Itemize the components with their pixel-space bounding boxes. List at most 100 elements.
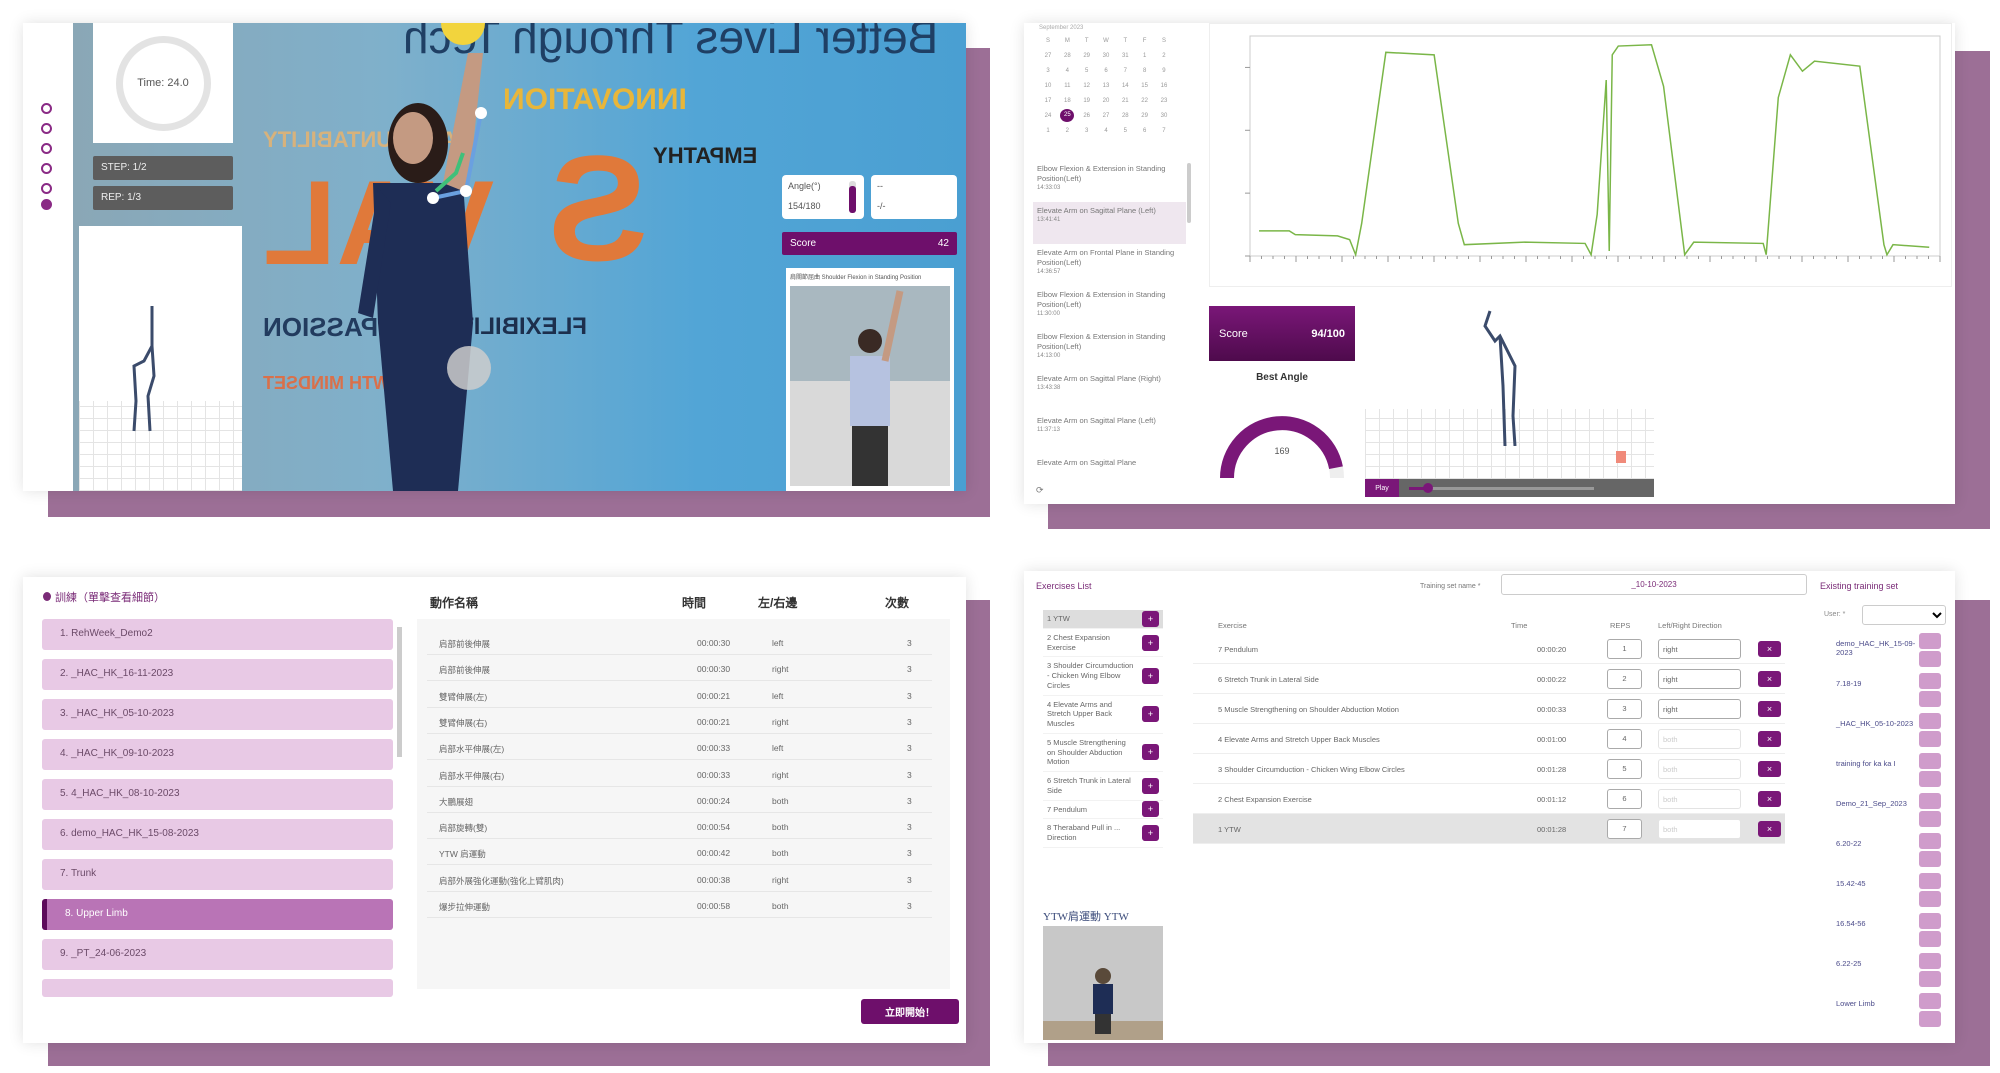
exercise-library-item[interactable]: 3 Shoulder Circumduction - Chicken Wing …: [1043, 657, 1163, 696]
table-row[interactable]: 雙臂伸展(左) 00:00:21 left 3: [427, 682, 932, 708]
session-item[interactable]: Elbow Flexion & Extension in Standing Po…: [1033, 160, 1186, 202]
training-set-item[interactable]: 8. Upper Limb: [42, 899, 393, 930]
edit-set-button[interactable]: [1919, 833, 1941, 849]
calendar-day[interactable]: 7: [1123, 67, 1127, 74]
delete-button[interactable]: ×: [1758, 701, 1781, 717]
exercise-library-item[interactable]: 1 YTW +: [1043, 610, 1163, 629]
calendar-day[interactable]: 28: [1063, 52, 1071, 59]
calendar-day[interactable]: 20: [1102, 97, 1110, 104]
training-set-item[interactable]: 3. _HAC_HK_05-10-2023: [42, 699, 393, 730]
session-item[interactable]: Elevate Arm on Sagittal Plane: [1033, 454, 1186, 472]
add-exercise-button[interactable]: +: [1142, 667, 1159, 684]
table-row[interactable]: 6 Stretch Trunk in Lateral Side 00:00:22 2…: [1193, 664, 1785, 694]
delete-button[interactable]: ×: [1758, 791, 1781, 807]
edit-set-button[interactable]: [1919, 793, 1941, 809]
set-name-input[interactable]: [1501, 574, 1807, 595]
calendar-day[interactable]: 22: [1141, 97, 1148, 104]
set-list-scrollbar[interactable]: [397, 627, 402, 757]
table-row[interactable]: 2 Chest Expansion Exercise 00:01:12 6 both ×: [1193, 784, 1785, 814]
session-item[interactable]: Elbow Flexion & Extension in Standing Po…: [1033, 286, 1186, 328]
table-row[interactable]: 1 YTW 00:01:28 7 both ×: [1193, 814, 1785, 844]
edit-set-button[interactable]: [1919, 633, 1941, 649]
exercise-library-item[interactable]: 8 Theraband Pull in ... Direction +: [1043, 819, 1163, 848]
delete-set-button[interactable]: [1919, 771, 1941, 787]
edit-set-button[interactable]: [1919, 673, 1941, 689]
add-exercise-button[interactable]: +: [1142, 634, 1159, 651]
record-icon[interactable]: [41, 199, 52, 210]
calendar-day[interactable]: 19: [1083, 97, 1090, 104]
edit-set-button[interactable]: [1919, 713, 1941, 729]
user-select[interactable]: [1862, 605, 1946, 625]
calendar-day[interactable]: 30: [1160, 112, 1168, 119]
calendar-day[interactable]: 9: [1162, 67, 1166, 74]
table-row[interactable]: 雙臂伸展(右) 00:00:21 right 3: [427, 708, 932, 734]
reps-input[interactable]: 2: [1607, 669, 1642, 689]
calendar-day[interactable]: 5: [1123, 127, 1127, 134]
delete-set-button[interactable]: [1919, 891, 1941, 907]
calendar-day[interactable]: 4: [1065, 67, 1069, 74]
exercise-library-item[interactable]: 7 Pendulum +: [1043, 801, 1163, 820]
reps-input[interactable]: 7: [1607, 819, 1642, 839]
delete-button[interactable]: ×: [1758, 731, 1781, 747]
calendar-day[interactable]: 4: [1104, 127, 1108, 134]
calendar-day-selected[interactable]: 25: [1060, 109, 1075, 122]
table-row[interactable]: YTW 肩運動 00:00:42 both 3: [427, 839, 932, 866]
reps-input[interactable]: 1: [1607, 639, 1642, 659]
existing-set-item[interactable]: 15.42-45: [1824, 873, 1949, 913]
existing-set-item[interactable]: 16.54-56: [1824, 913, 1949, 953]
location-icon[interactable]: [41, 143, 52, 154]
calendar-day[interactable]: 17: [1044, 97, 1052, 104]
existing-set-item[interactable]: 6.20-22: [1824, 833, 1949, 873]
table-row[interactable]: 4 Elevate Arms and Stretch Upper Back Mu…: [1193, 724, 1785, 754]
existing-set-item[interactable]: 6.22-25: [1824, 953, 1949, 993]
existing-set-item[interactable]: 7.18-19: [1824, 673, 1949, 713]
calendar-day[interactable]: 24: [1044, 112, 1052, 119]
table-row[interactable]: 爆步拉伸運動 00:00:58 both 3: [427, 892, 932, 918]
settings-icon[interactable]: [41, 163, 52, 174]
delete-set-button[interactable]: [1919, 731, 1941, 747]
table-row[interactable]: 肩部前後伸展 00:00:30 right 3: [427, 655, 932, 682]
table-row[interactable]: 5 Muscle Strengthening on Shoulder Abduc…: [1193, 694, 1785, 724]
calendar-day[interactable]: 8: [1142, 67, 1147, 74]
training-set-item[interactable]: [42, 979, 393, 997]
training-set-item[interactable]: 5. 4_HAC_HK_08-10-2023: [42, 779, 393, 810]
delete-set-button[interactable]: [1919, 651, 1941, 667]
existing-set-item[interactable]: training for ka ka I: [1824, 753, 1949, 793]
calendar-day[interactable]: 15: [1141, 82, 1148, 89]
training-set-item[interactable]: 1. RehWeek_Demo2: [42, 619, 393, 650]
calendar-day[interactable]: 6: [1104, 67, 1108, 74]
calendar-day[interactable]: 5: [1084, 67, 1089, 74]
exercise-library-item[interactable]: 5 Muscle Strengthening on Shoulder Abduc…: [1043, 734, 1163, 772]
add-exercise-button[interactable]: +: [1142, 610, 1159, 627]
history-icon[interactable]: [41, 123, 52, 134]
calendar-day[interactable]: 2: [1065, 127, 1069, 134]
reference-video[interactable]: 肩關節屈曲 Shoulder Flexion in Standing Posit…: [786, 268, 954, 491]
reps-input[interactable]: 6: [1607, 789, 1642, 809]
direction-select[interactable]: both: [1658, 819, 1741, 839]
calendar-day[interactable]: 29: [1083, 52, 1090, 59]
calendar[interactable]: September 2023 S M T W T F S 27 28 29 30 31 1 2 3 4 5 6 7 8…: [1031, 23, 1181, 140]
calendar-day[interactable]: 13: [1102, 82, 1110, 89]
training-set-item[interactable]: 4. _HAC_HK_09-10-2023: [42, 739, 393, 770]
direction-select[interactable]: right: [1658, 639, 1741, 659]
table-row[interactable]: 肩部水平伸展(右) 00:00:33 right 3: [427, 761, 932, 787]
calendar-day[interactable]: 6: [1142, 127, 1147, 134]
direction-select[interactable]: right: [1658, 699, 1741, 719]
edit-set-button[interactable]: [1919, 913, 1941, 929]
session-list-scrollbar[interactable]: [1187, 163, 1191, 223]
calendar-day[interactable]: 1: [1142, 52, 1147, 59]
table-row[interactable]: 大鵬展翅 00:00:24 both 3: [427, 787, 932, 813]
delete-button[interactable]: ×: [1758, 641, 1781, 657]
edit-set-button[interactable]: [1919, 873, 1941, 889]
training-set-item[interactable]: 9. _PT_24-06-2023: [42, 939, 393, 970]
session-item[interactable]: Elevate Arm on Sagittal Plane (Left) 11:3…: [1033, 412, 1186, 454]
music-icon[interactable]: [41, 183, 52, 194]
direction-select[interactable]: both: [1658, 759, 1741, 779]
session-item[interactable]: Elevate Arm on Sagittal Plane (Left) 13:4…: [1033, 202, 1186, 244]
reps-input[interactable]: 4: [1607, 729, 1642, 749]
exercise-library-item[interactable]: 4 Elevate Arms and Stretch Upper Back Mu…: [1043, 696, 1163, 734]
training-set-item[interactable]: 2. _HAC_HK_16-11-2023: [42, 659, 393, 690]
add-exercise-button[interactable]: +: [1142, 777, 1159, 794]
add-exercise-button[interactable]: +: [1142, 706, 1159, 723]
play-button[interactable]: Play: [1365, 479, 1399, 497]
